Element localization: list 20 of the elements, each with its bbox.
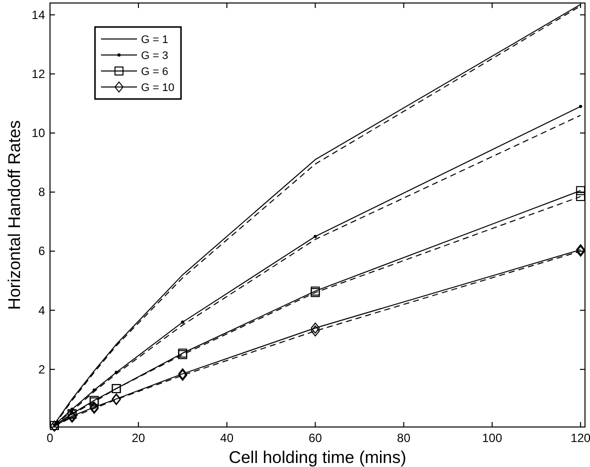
x-axis-title: Cell holding time (mins) [228, 448, 406, 467]
x-tick-label: 0 [46, 431, 54, 445]
y-tick-label: 6 [38, 244, 46, 258]
legend-label: G = 3 [141, 50, 168, 62]
y-tick-label: 12 [32, 66, 46, 81]
x-tick-label: 60 [308, 431, 322, 445]
x-tick-label: 120 [570, 431, 590, 445]
x-tick-label: 40 [220, 431, 234, 445]
y-tick-label: 2 [38, 362, 46, 376]
y-tick-label: 8 [38, 185, 46, 200]
legend-label: G = 10 [141, 82, 174, 94]
x-tick-label: 100 [482, 431, 502, 445]
x-tick-label: 20 [132, 431, 146, 445]
y-tick-label: 14 [32, 8, 46, 22]
legend-label: G = 1 [141, 34, 168, 46]
y-tick-label: 10 [32, 126, 46, 140]
x-tick-label: 80 [397, 431, 411, 445]
legend-label: G = 6 [141, 66, 168, 78]
y-axis-title: Horizontal Handoff Rates [5, 120, 24, 310]
y-tick-label: 4 [38, 303, 46, 318]
